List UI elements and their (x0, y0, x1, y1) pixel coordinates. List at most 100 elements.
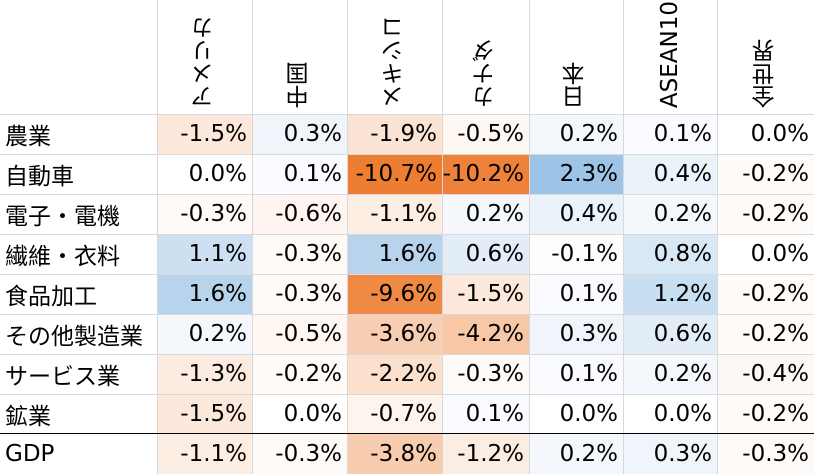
heatmap-cell: 0.0% (717, 114, 814, 154)
heatmap-cell: -1.5% (157, 394, 252, 434)
column-header-label: カナダ (472, 39, 499, 108)
grid-line-vertical (529, 0, 530, 474)
heatmap-cell: -0.2% (717, 154, 814, 194)
row-label: 食品加工 (5, 284, 97, 310)
grid-line-horizontal (0, 114, 814, 115)
grid-line-horizontal (0, 394, 814, 395)
row-label: その他製造業 (5, 324, 143, 350)
column-header-label: 全世界 (752, 39, 779, 108)
heatmap-cell: -1.5% (442, 274, 529, 314)
heatmap-cell: -0.2% (717, 194, 814, 234)
grid-line-horizontal (0, 154, 814, 155)
heatmap-cell: 0.1% (252, 154, 347, 194)
column-header: 全世界 (717, 0, 814, 114)
heatmap-cell: 0.2% (442, 194, 529, 234)
grid-line-horizontal (0, 274, 814, 275)
heatmap-cell: -0.4% (717, 354, 814, 394)
grid-line-vertical (717, 0, 718, 474)
heatmap-cell: -1.9% (347, 114, 442, 154)
heatmap-cell: -2.2% (347, 354, 442, 394)
column-header: 中国 (252, 0, 347, 114)
heatmap-cell: 1.6% (157, 274, 252, 314)
heatmap-cell: 0.3% (529, 314, 623, 354)
column-header-label: メキシコ (381, 16, 408, 108)
heatmap-cell: -0.2% (717, 274, 814, 314)
column-header-label: アメリカ (191, 16, 218, 108)
heatmap-cell: 0.2% (623, 194, 717, 234)
heatmap-cell: 0.2% (623, 354, 717, 394)
heatmap-cell: -3.8% (347, 434, 442, 474)
heatmap-cell: 0.0% (717, 234, 814, 274)
column-header: メキシコ (347, 0, 442, 114)
heatmap-cell: -9.6% (347, 274, 442, 314)
heatmap-cell: -0.3% (252, 274, 347, 314)
grid-line-vertical (157, 0, 158, 474)
heatmap-cell: 0.0% (623, 394, 717, 434)
gdp-separator-line (0, 433, 814, 434)
heatmap-cell: 0.1% (623, 114, 717, 154)
heatmap-cell: 0.3% (252, 114, 347, 154)
heatmap-cell: 0.0% (252, 394, 347, 434)
heatmap-cell: -0.2% (717, 314, 814, 354)
column-header: カナダ (442, 0, 529, 114)
heatmap-cell: 2.3% (529, 154, 623, 194)
heatmap-cell: -0.1% (529, 234, 623, 274)
column-header-label: 中国 (286, 62, 313, 108)
row-label: 農業 (5, 124, 51, 150)
heatmap-cell: -0.6% (252, 194, 347, 234)
column-header-label: 日本 (563, 62, 589, 108)
heatmap-cell: 0.6% (623, 314, 717, 354)
grid-line-vertical (442, 0, 443, 474)
column-header: ASEAN10 (623, 0, 717, 114)
heatmap-cell: -0.5% (442, 114, 529, 154)
grid-line-horizontal (0, 194, 814, 195)
heatmap-cell: 0.2% (157, 314, 252, 354)
row-label: 鉱業 (5, 404, 51, 430)
heatmap-cell: -0.3% (252, 234, 347, 274)
heatmap-cell: 0.4% (529, 194, 623, 234)
column-header: アメリカ (157, 0, 252, 114)
heatmap-cell: 0.0% (157, 154, 252, 194)
row-label: GDP (5, 441, 55, 467)
heatmap-cell: -0.2% (252, 354, 347, 394)
heatmap-cell: 0.1% (529, 274, 623, 314)
heatmap-cell: 1.2% (623, 274, 717, 314)
heatmap-cell: 0.3% (623, 434, 717, 474)
column-header-label: ASEAN10 (657, 0, 683, 108)
heatmap-cell: 0.1% (529, 354, 623, 394)
heatmap-cell: -1.1% (157, 434, 252, 474)
grid-line-horizontal (0, 314, 814, 315)
row-label: 電子・電機 (5, 204, 120, 230)
heatmap-cell: -4.2% (442, 314, 529, 354)
grid-line-horizontal (0, 354, 814, 355)
heatmap-cell: 0.0% (529, 394, 623, 434)
row-label: 繊維・衣料 (5, 244, 120, 270)
heatmap-cell: 1.6% (347, 234, 442, 274)
heatmap-cell: -0.7% (347, 394, 442, 434)
heatmap-cell: 0.6% (442, 234, 529, 274)
grid-line-vertical (623, 0, 624, 474)
heatmap-cell: -1.5% (157, 114, 252, 154)
heatmap-cell: -0.5% (252, 314, 347, 354)
grid-line-vertical (252, 0, 253, 474)
row-label: サービス業 (5, 364, 120, 390)
heatmap-cell: 0.2% (529, 434, 623, 474)
heatmap-cell: -0.3% (252, 434, 347, 474)
heatmap-cell: -10.7% (347, 154, 442, 194)
heatmap-cell: 0.2% (529, 114, 623, 154)
heatmap-cell: -3.6% (347, 314, 442, 354)
heatmap-cell: -1.2% (442, 434, 529, 474)
grid-line-horizontal (0, 234, 814, 235)
heatmap-cell: -0.3% (717, 434, 814, 474)
grid-line-vertical (347, 0, 348, 474)
heatmap-cell: 0.1% (442, 394, 529, 434)
heatmap-cell: -0.3% (442, 354, 529, 394)
heatmap-cell: 0.8% (623, 234, 717, 274)
heatmap-cell: -0.2% (717, 394, 814, 434)
heatmap-cell: -10.2% (442, 154, 529, 194)
heatmap-cell: 0.4% (623, 154, 717, 194)
heatmap-cell: -1.1% (347, 194, 442, 234)
row-label: 自動車 (5, 164, 74, 190)
heatmap-cell: -0.3% (157, 194, 252, 234)
